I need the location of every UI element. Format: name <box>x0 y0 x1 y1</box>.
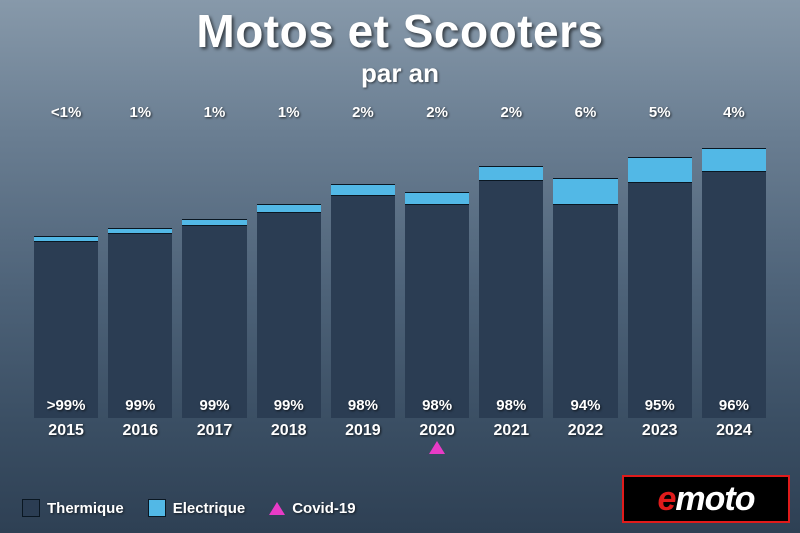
elec-pct-label: 2% <box>479 104 543 122</box>
legend-item-covid: Covid-19 <box>269 500 355 517</box>
segment-electrique <box>628 157 692 182</box>
bar-stack: 98% <box>405 125 469 418</box>
legend-label-electrique: Electrique <box>173 500 246 517</box>
bar-column: 1% 99% 2018 <box>257 104 321 457</box>
covid-marker-slot <box>628 441 692 457</box>
year-label: 2020 <box>405 422 469 440</box>
covid-marker-slot <box>405 441 469 457</box>
year-label: 2023 <box>628 422 692 440</box>
bar-column: <1% >99% 2015 <box>34 104 98 457</box>
chart-subtitle: par an <box>0 58 800 89</box>
legend-item-thermique: Thermique <box>22 499 124 517</box>
bar-stack: 95% <box>628 125 692 418</box>
year-label: 2018 <box>257 422 321 440</box>
segment-electrique <box>553 178 617 204</box>
segment-thermique: 98% <box>405 204 469 418</box>
year-label: 2019 <box>331 422 395 440</box>
covid-marker-slot <box>182 441 246 457</box>
covid-marker-slot <box>257 441 321 457</box>
bar-stack: 96% <box>702 125 766 418</box>
therm-pct-label: 98% <box>331 397 395 414</box>
bar-column: 1% 99% 2016 <box>108 104 172 457</box>
year-label: 2016 <box>108 422 172 440</box>
bar-stack: >99% <box>34 125 98 418</box>
triangle-icon <box>269 502 285 515</box>
segment-electrique <box>257 204 321 211</box>
bar-stack: 98% <box>479 125 543 418</box>
therm-pct-label: 99% <box>108 397 172 414</box>
bar-stack: 98% <box>331 125 395 418</box>
therm-pct-label: 98% <box>479 397 543 414</box>
bar-column: 6% 94% 2022 <box>553 104 617 457</box>
covid-marker-slot <box>108 441 172 457</box>
triangle-icon <box>429 441 445 454</box>
segment-thermique: 95% <box>628 182 692 418</box>
covid-marker-slot <box>702 441 766 457</box>
elec-pct-label: 4% <box>702 104 766 122</box>
bar-column: 1% 99% 2017 <box>182 104 246 457</box>
segment-thermique: 96% <box>702 171 766 418</box>
elec-pct-label: 5% <box>628 104 692 122</box>
elec-pct-label: <1% <box>34 104 98 122</box>
segment-thermique: 99% <box>257 212 321 418</box>
therm-pct-label: 96% <box>702 397 766 414</box>
elec-pct-label: 2% <box>331 104 395 122</box>
year-label: 2017 <box>182 422 246 440</box>
legend-item-electrique: Electrique <box>148 499 246 517</box>
bar-stack: 99% <box>182 125 246 418</box>
covid-marker-slot <box>331 441 395 457</box>
segment-thermique: >99% <box>34 241 98 418</box>
bar-column: 5% 95% 2023 <box>628 104 692 457</box>
bar-stack: 99% <box>257 125 321 418</box>
bar-column: 2% 98% 2020 <box>405 104 469 457</box>
segment-thermique: 98% <box>331 195 395 418</box>
covid-marker-slot <box>553 441 617 457</box>
therm-pct-label: 99% <box>182 397 246 414</box>
bar-column: 2% 98% 2019 <box>331 104 395 457</box>
therm-pct-label: 98% <box>405 397 469 414</box>
segment-electrique <box>331 184 395 196</box>
logo-part2: moto <box>675 482 754 516</box>
therm-pct-label: 94% <box>553 397 617 414</box>
bar-column: 4% 96% 2024 <box>702 104 766 457</box>
year-label: 2021 <box>479 422 543 440</box>
segment-thermique: 94% <box>553 204 617 418</box>
therm-pct-label: >99% <box>34 397 98 414</box>
elec-pct-label: 1% <box>257 104 321 122</box>
year-label: 2022 <box>553 422 617 440</box>
covid-marker-slot <box>34 441 98 457</box>
segment-thermique: 99% <box>108 233 172 418</box>
segment-electrique <box>702 148 766 171</box>
bar-stack: 94% <box>553 125 617 418</box>
legend-label-covid: Covid-19 <box>292 500 355 517</box>
swatch-thermique <box>22 499 40 517</box>
year-label: 2015 <box>34 422 98 440</box>
bar-chart: <1% >99% 2015 1% 99% 2016 1% 99% 2017 1% 99% 2018 2%… <box>34 104 766 457</box>
elec-pct-label: 6% <box>553 104 617 122</box>
segment-thermique: 98% <box>479 180 543 418</box>
elec-pct-label: 2% <box>405 104 469 122</box>
legend: Thermique Electrique Covid-19 <box>22 499 356 517</box>
segment-electrique <box>405 192 469 203</box>
elec-pct-label: 1% <box>182 104 246 122</box>
segment-thermique: 99% <box>182 225 246 418</box>
chart-title: Motos et Scooters <box>0 4 800 58</box>
therm-pct-label: 95% <box>628 397 692 414</box>
swatch-electrique <box>148 499 166 517</box>
legend-label-thermique: Thermique <box>47 500 124 517</box>
logo-part1: e <box>657 482 675 516</box>
therm-pct-label: 99% <box>257 397 321 414</box>
bar-column: 2% 98% 2021 <box>479 104 543 457</box>
covid-marker-slot <box>479 441 543 457</box>
bar-stack: 99% <box>108 125 172 418</box>
elec-pct-label: 1% <box>108 104 172 122</box>
brand-logo: emoto <box>622 475 790 523</box>
year-label: 2024 <box>702 422 766 440</box>
segment-electrique <box>479 166 543 180</box>
